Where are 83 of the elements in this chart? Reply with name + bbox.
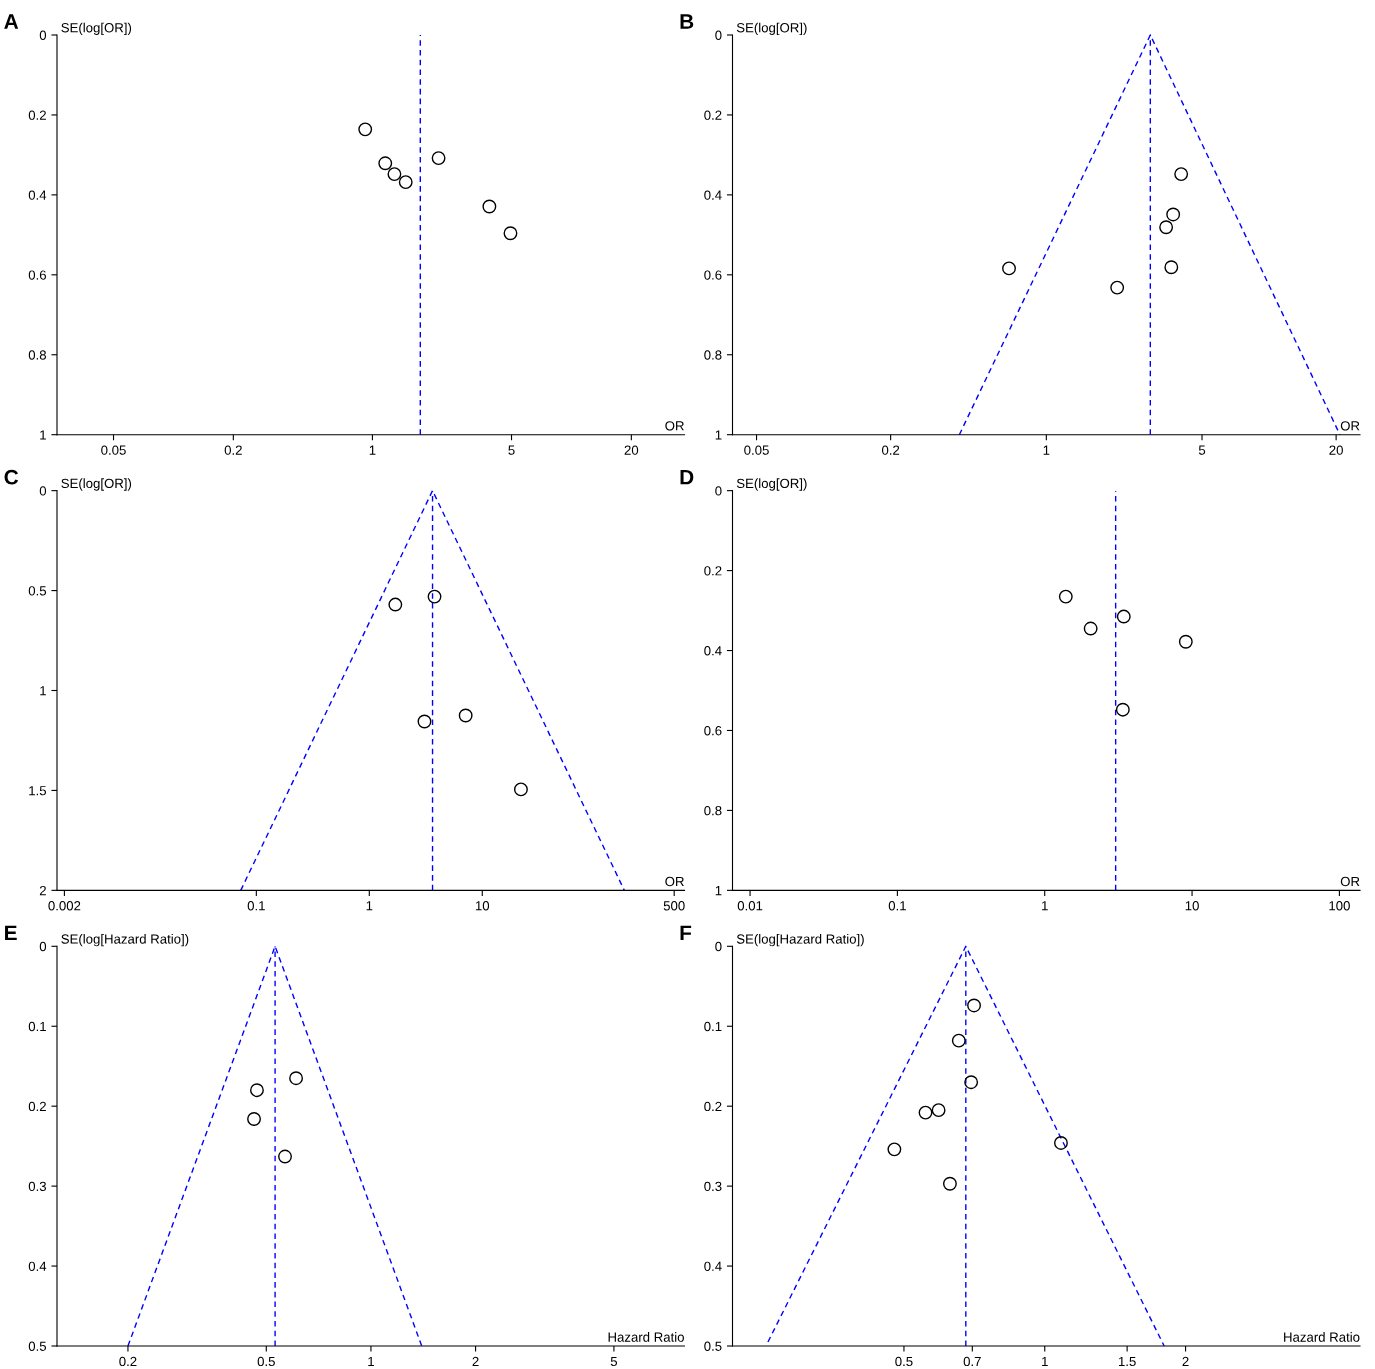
y-tick-label: 0 (39, 941, 47, 952)
y-tick-label: 0.4 (28, 190, 47, 200)
x-tick-label: 5 (610, 1356, 618, 1367)
y-tick-label: 0.2 (704, 566, 722, 576)
y-tick-label: 0 (715, 486, 722, 496)
y-tick-label: 0.4 (704, 646, 722, 656)
y-tick-label: 0.2 (28, 1101, 46, 1112)
y-axis-title: SE(log[Hazard Ratio]) (736, 934, 864, 947)
y-tick-label: 0.8 (704, 805, 722, 816)
x-tick-label: 100 (1329, 901, 1350, 911)
y-tick-label: 0.6 (704, 726, 722, 736)
x-tick-label: 0.5 (257, 1356, 275, 1367)
x-axis-title: OR (665, 421, 684, 431)
y-tick-label: 0 (715, 30, 722, 40)
x-tick-label: 1 (369, 445, 376, 455)
x-tick-label: 1 (1042, 1356, 1048, 1366)
y-tick-label: 0.2 (704, 1101, 722, 1112)
x-tick-label: 2 (1182, 1356, 1189, 1366)
y-tick-label: 1 (40, 686, 46, 696)
y-tick-label: 0.6 (28, 270, 47, 280)
x-tick-label: 1 (368, 1356, 374, 1366)
x-tick-label: 10 (475, 901, 490, 911)
x-tick-label: 2 (472, 1356, 479, 1366)
chart-title: F (680, 925, 692, 940)
x-tick-label: 0.2 (881, 445, 900, 455)
y-tick-label: 2 (39, 885, 46, 896)
y-axis-title: SE(log[OR]) (736, 22, 807, 35)
y-tick-label: 0 (39, 486, 47, 496)
y-tick-label: 0 (715, 941, 722, 952)
chart-title: B (680, 14, 694, 29)
x-tick-label: 20 (624, 445, 639, 455)
x-axis-title: Hazard Ratio (608, 1332, 684, 1342)
x-tick-label: 0.1 (888, 901, 906, 911)
y-axis-title: SE(log[OR]) (736, 478, 807, 491)
x-tick-label: 0.7 (963, 1356, 981, 1367)
chart-title: C (4, 469, 19, 485)
y-tick-label: 0.4 (28, 1261, 47, 1271)
x-tick-label: 0.5 (895, 1356, 913, 1367)
y-tick-label: 1.5 (29, 786, 47, 796)
y-tick-label: 0.8 (28, 350, 47, 360)
y-tick-label: 0.5 (28, 586, 47, 596)
x-tick-label: 0.05 (744, 445, 769, 455)
x-tick-label: 1 (1042, 901, 1048, 911)
y-tick-label: 0.8 (704, 350, 722, 360)
x-axis-title: OR (1340, 876, 1360, 887)
x-tick-label: 0.002 (48, 901, 81, 911)
y-tick-label: 0.2 (704, 110, 722, 120)
y-tick-label: 0.4 (704, 1261, 722, 1271)
x-tick-label: 1 (1043, 445, 1050, 455)
chart-title: D (680, 470, 694, 485)
y-axis-title: SE(log[Hazard Ratio]) (61, 934, 189, 947)
chart-title: E (5, 925, 17, 940)
y-tick-label: 0.6 (704, 270, 722, 280)
y-tick-label: 1 (715, 886, 722, 896)
x-tick-label: 5 (508, 445, 515, 455)
y-tick-label: 0 (39, 30, 47, 40)
y-tick-label: 0.5 (704, 1341, 722, 1351)
x-tick-label: 0.2 (224, 445, 242, 455)
x-tick-label: 1.5 (1118, 1356, 1136, 1367)
x-axis-title: Hazard Ratio (1284, 1332, 1360, 1342)
y-tick-label: 0.4 (704, 190, 722, 200)
y-tick-label: 1 (40, 430, 46, 440)
y-axis-title: SE(log[OR]) (61, 22, 132, 35)
x-tick-label: 0.01 (737, 901, 763, 911)
x-tick-label: 5 (1198, 445, 1206, 455)
x-axis-title: OR (665, 876, 684, 887)
y-axis-title: SE(log[OR]) (61, 478, 132, 491)
y-tick-label: 0.1 (704, 1021, 722, 1032)
y-tick-label: 0.3 (704, 1181, 722, 1192)
x-axis-title: OR (1340, 421, 1360, 431)
x-tick-label: 500 (663, 901, 685, 911)
x-tick-label: 1 (366, 901, 373, 911)
y-tick-label: 0.2 (28, 110, 46, 120)
x-tick-label: 0.05 (101, 445, 126, 455)
y-tick-label: 0.3 (28, 1181, 47, 1192)
y-tick-label: 0.5 (28, 1341, 47, 1351)
x-tick-label: 20 (1329, 445, 1343, 455)
x-tick-label: 10 (1185, 901, 1199, 911)
y-tick-label: 0.1 (28, 1021, 46, 1032)
x-tick-label: 0.2 (119, 1356, 137, 1367)
chart-title: A (4, 14, 19, 29)
y-tick-label: 1 (715, 430, 722, 440)
x-tick-label: 0.1 (247, 901, 265, 911)
